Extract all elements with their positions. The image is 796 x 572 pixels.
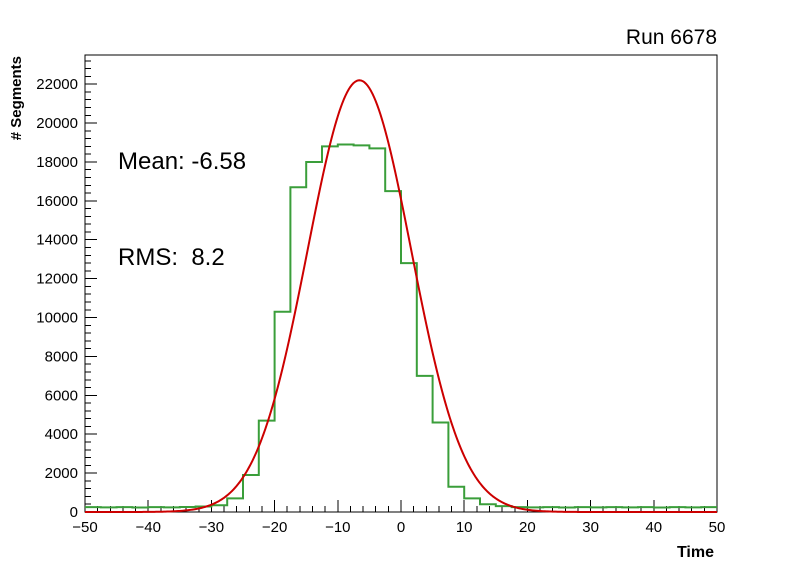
svg-text:−20: −20 xyxy=(262,519,287,536)
svg-text:12000: 12000 xyxy=(36,271,78,288)
svg-text:20: 20 xyxy=(519,519,536,536)
svg-text:30: 30 xyxy=(582,519,599,536)
svg-text:−50: −50 xyxy=(72,519,97,536)
stats-rms: RMS: 8.2 xyxy=(118,244,225,271)
plot-title: Run 6678 xyxy=(625,26,717,49)
svg-text:10: 10 xyxy=(456,519,473,536)
svg-text:−30: −30 xyxy=(199,519,224,536)
svg-text:2000: 2000 xyxy=(45,465,78,482)
svg-text:0: 0 xyxy=(70,504,78,521)
x-axis-title: Time xyxy=(676,544,714,561)
svg-text:10000: 10000 xyxy=(36,310,78,327)
svg-text:−10: −10 xyxy=(325,519,350,536)
svg-text:8000: 8000 xyxy=(45,348,78,365)
svg-text:22000: 22000 xyxy=(36,76,78,93)
svg-text:40: 40 xyxy=(645,519,662,536)
stats-box: Mean: -6.58 RMS: 8.2 xyxy=(118,82,246,338)
svg-text:50: 50 xyxy=(709,519,726,536)
svg-text:20000: 20000 xyxy=(36,115,78,132)
svg-text:14000: 14000 xyxy=(36,232,78,249)
svg-text:4000: 4000 xyxy=(45,426,78,443)
svg-text:18000: 18000 xyxy=(36,154,78,171)
y-axis-title: # Segments xyxy=(8,56,25,141)
svg-text:16000: 16000 xyxy=(36,193,78,210)
stats-mean: Mean: -6.58 xyxy=(118,148,247,175)
svg-text:0: 0 xyxy=(397,519,405,536)
svg-text:−40: −40 xyxy=(135,519,160,536)
svg-text:6000: 6000 xyxy=(45,387,78,404)
